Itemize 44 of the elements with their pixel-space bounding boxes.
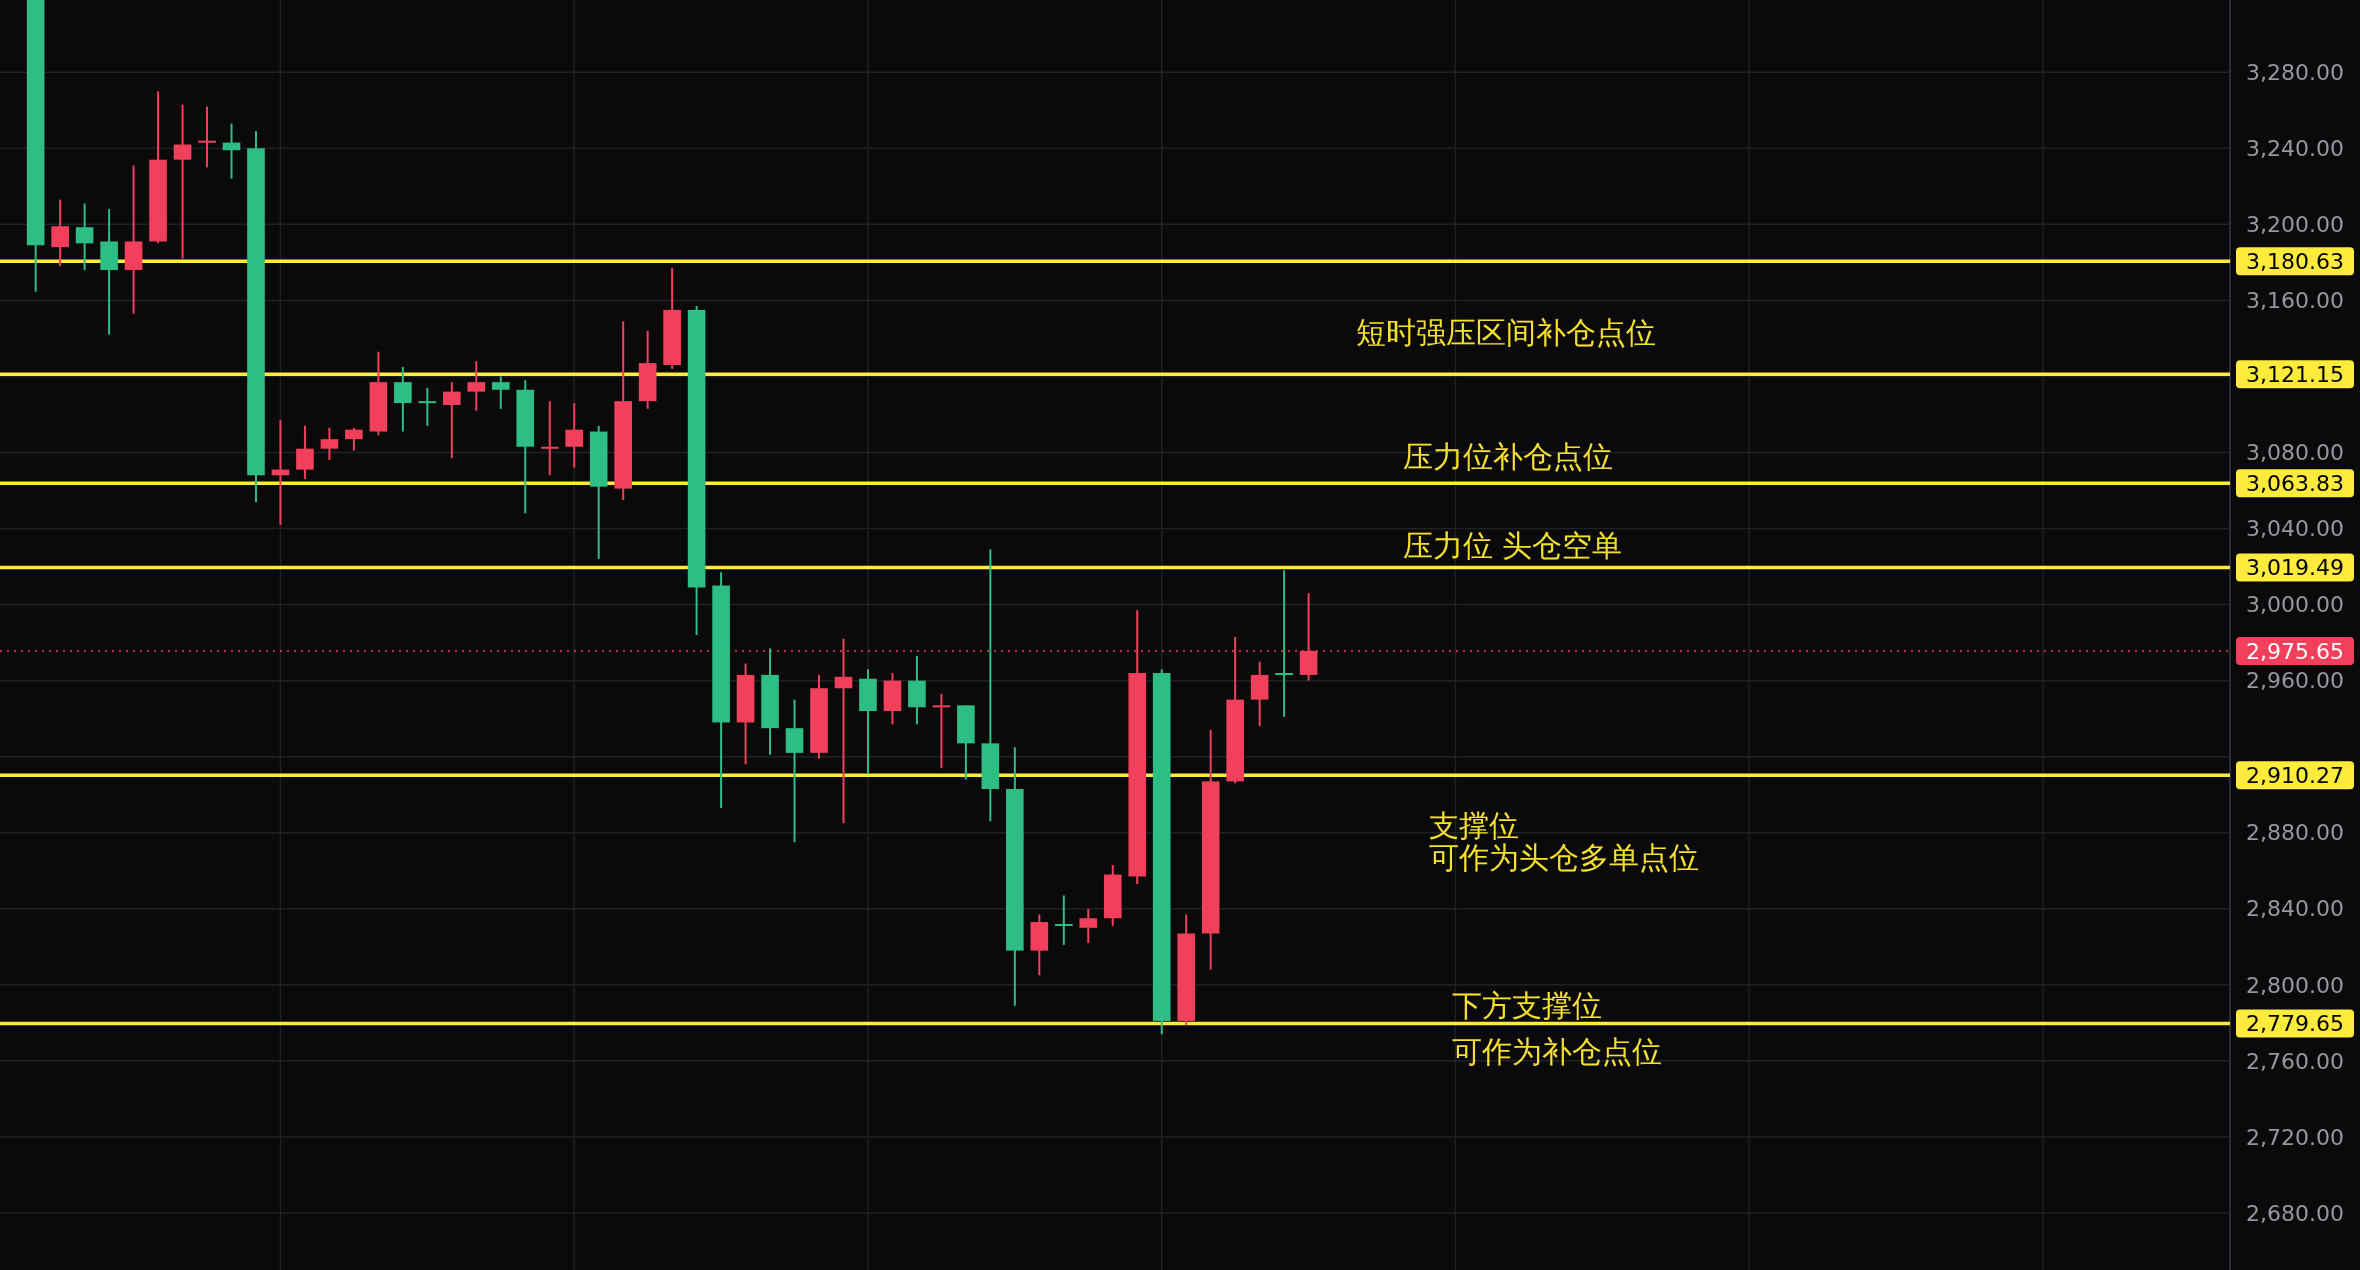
y-tick-label: 3,200.00 — [2246, 212, 2344, 238]
candlestick — [75, 202, 94, 271]
y-tick-label: 2,960.00 — [2246, 668, 2344, 694]
candlestick — [418, 386, 437, 427]
ref-line-label: 3,180.63 — [2246, 248, 2344, 274]
candlestick — [296, 424, 314, 481]
y-tick-label: 3,080.00 — [2246, 440, 2344, 466]
y-tick-label: 3,160.00 — [2246, 288, 2344, 314]
ref-line-label: 2,779.65 — [2246, 1011, 2344, 1037]
candlestick — [491, 375, 510, 410]
candlestick — [394, 365, 412, 433]
y-tick-label: 3,240.00 — [2246, 135, 2344, 161]
ref-line-label: 3,019.49 — [2246, 555, 2344, 581]
ref-line-label: 3,121.15 — [2246, 361, 2344, 387]
candlestick — [345, 426, 363, 452]
annotation: 压力位 头仓空单 — [1402, 528, 1623, 564]
y-tick-label: 2,880.00 — [2246, 820, 2344, 846]
candlestick — [51, 198, 69, 268]
annotation: 下方支撑位 — [1451, 988, 1602, 1024]
ref-line-label: 2,975.65 — [2246, 638, 2344, 664]
candlestick — [443, 381, 461, 460]
candlestick — [173, 103, 192, 260]
candlestick — [565, 402, 584, 469]
candlestick — [1275, 569, 1293, 718]
candlestick — [1054, 894, 1073, 946]
annotation: 可作为补仓点位 — [1451, 1033, 1662, 1069]
candlestick — [320, 426, 339, 462]
y-tick-label: 2,760.00 — [2246, 1048, 2344, 1074]
y-tick-label: 3,000.00 — [2246, 592, 2344, 618]
annotation: 压力位补仓点位 — [1402, 438, 1613, 474]
candlestick — [932, 692, 951, 770]
y-tick-label: 2,720.00 — [2246, 1124, 2344, 1150]
candlestick — [198, 105, 216, 169]
ref-line-label: 2,910.27 — [2246, 762, 2344, 788]
candlestick — [467, 360, 486, 412]
candlestick — [1079, 907, 1098, 944]
y-tick-label: 2,840.00 — [2246, 896, 2344, 922]
y-tick-label: 3,280.00 — [2246, 59, 2344, 85]
y-tick-label: 3,040.00 — [2246, 516, 2344, 542]
ref-line-label: 3,063.83 — [2246, 470, 2344, 496]
y-tick-label: 2,800.00 — [2246, 972, 2344, 998]
candlestick — [540, 400, 559, 477]
annotation: 短时强压区间补仓点位 — [1355, 315, 1656, 351]
y-tick-label: 2,680.00 — [2246, 1200, 2344, 1226]
